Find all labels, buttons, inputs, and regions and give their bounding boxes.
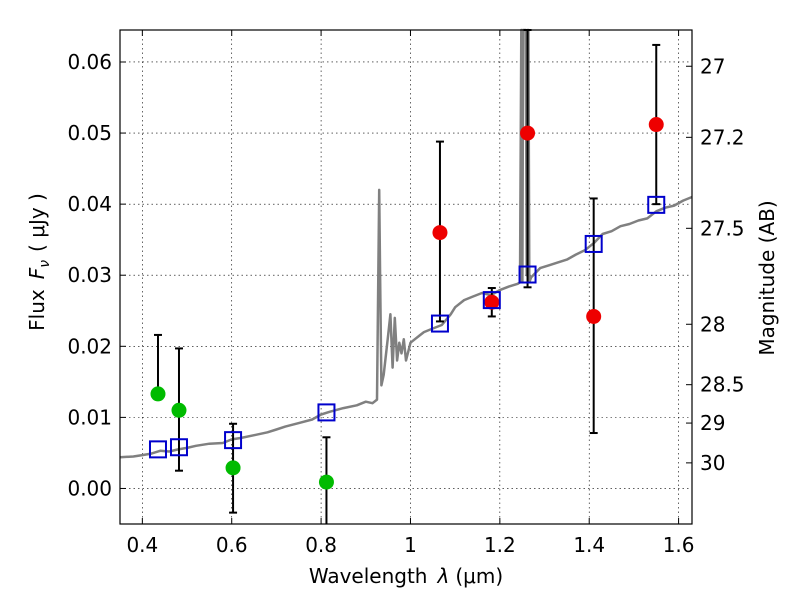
model-photometry-square xyxy=(518,265,537,284)
right-axis-ticks: 27 27.2 27.5 28 28.5 29 30 xyxy=(686,54,745,475)
right-tick-label: 29 xyxy=(700,411,725,435)
grid-lines xyxy=(120,30,692,524)
x-tick-label: 1.2 xyxy=(484,533,516,557)
x-axis-label: Wavelength λ (μm) xyxy=(309,564,503,588)
observed-flux-point xyxy=(648,117,664,133)
observed-flux-point xyxy=(225,460,241,476)
model-photometry-square xyxy=(430,314,449,333)
model-photometry-square xyxy=(148,440,167,459)
x-tick-label: 1 xyxy=(404,533,417,557)
y-tick-label: 0.06 xyxy=(67,50,112,74)
observed-flux-point xyxy=(171,402,187,418)
right-tick-label: 28 xyxy=(700,312,725,336)
plot-frame xyxy=(119,29,693,525)
observed-flux-point xyxy=(318,474,334,490)
observed-flux-point xyxy=(586,308,602,324)
y-tick-label: 0.05 xyxy=(67,121,112,145)
observed-flux-point xyxy=(484,294,500,310)
right-tick-label: 28.5 xyxy=(700,373,745,397)
model-photometry-square xyxy=(317,403,336,422)
x-axis-ticks: 0.4 0.6 0.8 1 1.2 1.4 1.6 xyxy=(126,30,695,557)
x-tick-label: 1.6 xyxy=(663,533,695,557)
y-tick-label: 0.01 xyxy=(67,405,112,429)
x-tick-label: 0.4 xyxy=(126,533,158,557)
right-axis-label: Magnitude (AB) xyxy=(755,200,779,355)
right-tick-label: 27.2 xyxy=(700,125,745,149)
y-tick-label: 0.00 xyxy=(67,476,112,500)
model-photometry-square xyxy=(482,291,501,310)
right-tick-label: 30 xyxy=(700,451,725,475)
model-photometry-square xyxy=(169,438,188,457)
model-photometry-square xyxy=(224,431,243,450)
y-axis-ticks: 0.00 0.01 0.02 0.03 0.04 0.05 0.06 xyxy=(67,50,126,500)
model-photometry-square xyxy=(584,234,603,253)
observed-flux-point xyxy=(150,386,166,402)
model-spectrum-line xyxy=(119,28,693,459)
observed-flux-point xyxy=(432,225,448,241)
x-tick-label: 0.8 xyxy=(305,533,337,557)
right-tick-label: 27 xyxy=(700,54,725,78)
y-tick-label: 0.04 xyxy=(67,192,112,216)
model-spectrum xyxy=(119,28,693,459)
x-tick-label: 0.6 xyxy=(216,533,248,557)
right-tick-label: 27.5 xyxy=(700,216,745,240)
x-tick-label: 1.4 xyxy=(573,533,605,557)
y-axis-label: FluxFν( μJy ) xyxy=(25,193,53,331)
y-tick-label: 0.03 xyxy=(67,263,112,287)
data-points xyxy=(148,117,666,490)
observed-flux-point xyxy=(520,125,536,141)
y-tick-label: 0.02 xyxy=(67,334,112,358)
model-photometry-square xyxy=(647,195,666,214)
